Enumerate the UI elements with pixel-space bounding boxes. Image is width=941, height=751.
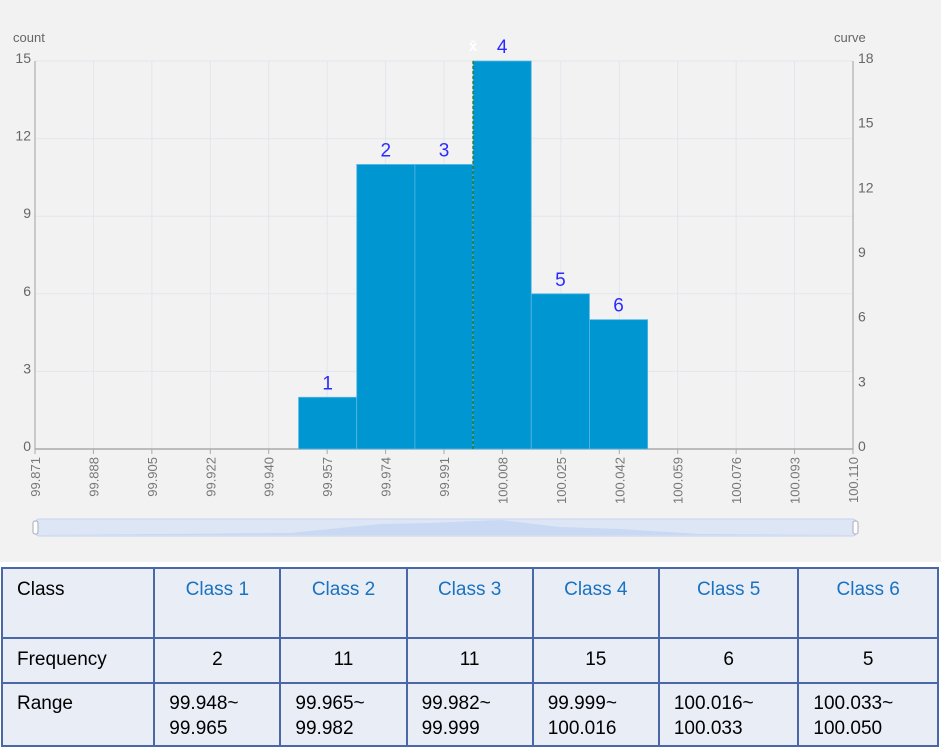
- class-3: Class 3: [405, 567, 534, 639]
- histogram-bar: [356, 164, 416, 450]
- x-tick-label: 100.093: [788, 457, 803, 504]
- header-class: Class: [0, 567, 156, 639]
- range-1-end: 99.965: [169, 718, 228, 739]
- range-4-start: 99.999~: [547, 693, 617, 714]
- x-tick-label: 99.871: [28, 457, 43, 497]
- y-axis-title: count: [13, 30, 45, 45]
- header-range: Range: [0, 682, 156, 747]
- histogram-chart: 0 3 6 9 12 15 0 3 6 9 12 15 18 count curve 99.871 99.888…: [0, 0, 941, 562]
- x-tick-label: 100.110: [846, 457, 861, 503]
- y2-tick-label: 0: [858, 438, 866, 454]
- data-zoom-handle-left[interactable]: [32, 520, 39, 535]
- bar-label: 4: [497, 37, 508, 58]
- range-3-start: 99.982~: [421, 693, 491, 714]
- x-tick-label: 100.025: [554, 457, 569, 504]
- y-tick-label: 6: [23, 283, 31, 299]
- range-6-end: 100.050: [813, 718, 883, 739]
- range-5-start: 100.016~: [673, 693, 754, 714]
- range-2: 99.965~ 99.982: [279, 682, 408, 747]
- range-4-end: 100.016: [547, 718, 617, 739]
- histogram-bar: [472, 60, 532, 450]
- class-1: Class 1: [153, 567, 282, 639]
- x-tick-label: 99.905: [145, 457, 160, 497]
- bar-label: 5: [555, 270, 566, 291]
- frequency-4: 15: [531, 637, 660, 684]
- bar-label: 1: [322, 373, 333, 394]
- class-2: Class 2: [279, 567, 408, 639]
- y2-tick-label: 18: [858, 50, 874, 66]
- frequency-5: 6: [657, 637, 800, 684]
- frequency-6: 5: [797, 637, 939, 684]
- frequency-1: 2: [153, 637, 282, 684]
- range-row: Range 99.948~ 99.965 99.965~ 99.982 99.982…: [0, 682, 939, 747]
- histogram-bar: [298, 396, 358, 450]
- y2-axis-title: curve: [834, 30, 866, 45]
- histogram-bar: [414, 164, 474, 450]
- x-tick-label: 99.888: [86, 457, 101, 497]
- header-frequency: Frequency: [0, 637, 156, 684]
- y-tick-label: 9: [23, 205, 31, 221]
- x-tick-label: 99.940: [262, 457, 277, 497]
- range-6-start: 100.033~: [813, 693, 894, 714]
- range-1: 99.948~ 99.965: [153, 682, 282, 747]
- frequency-3: 11: [405, 637, 534, 684]
- range-1-start: 99.948~: [169, 693, 239, 714]
- y-tick-label: 0: [23, 438, 31, 454]
- bar-label: 2: [381, 140, 392, 161]
- range-2-end: 99.982: [295, 718, 354, 739]
- x-tick-label: 100.076: [729, 457, 744, 504]
- x-tick-label: 100.042: [612, 457, 627, 504]
- class-5: Class 5: [657, 567, 800, 639]
- class-row: Class Class 1 Class 2 Class 3 Class 4 Cl…: [0, 567, 939, 639]
- bar-label: 6: [613, 296, 624, 317]
- range-5-end: 100.033: [673, 718, 743, 739]
- range-6: 100.033~ 100.050: [797, 682, 939, 747]
- range-4: 99.999~ 100.016: [531, 682, 660, 747]
- data-zoom-preview-area: [36, 520, 856, 535]
- y-tick-label: 12: [15, 128, 31, 144]
- class-table: Class Class 1 Class 2 Class 3 Class 4 Cl…: [0, 567, 939, 747]
- frequency-row: Frequency 2 11 11 15 6 5: [0, 637, 939, 684]
- x-tick-label: 100.008: [495, 457, 510, 504]
- y2-tick-label: 15: [858, 115, 874, 131]
- class-6: Class 6: [797, 567, 939, 639]
- x-tick-label: 100.059: [671, 457, 686, 504]
- y2-tick-label: 6: [858, 309, 866, 325]
- class-4: Class 4: [531, 567, 660, 639]
- y2-tick-label: 3: [858, 373, 866, 389]
- range-2-start: 99.965~: [295, 693, 365, 714]
- mean-marker-label: x̄: [469, 38, 478, 55]
- x-tick-label: 99.922: [203, 457, 218, 497]
- histogram-bar: [589, 319, 649, 450]
- x-tick-label: 99.991: [437, 457, 452, 497]
- range-3: 99.982~ 99.999: [405, 682, 534, 747]
- frequency-2: 11: [279, 637, 408, 684]
- range-3-end: 99.999: [421, 718, 480, 739]
- data-zoom-handle-right[interactable]: [852, 520, 859, 535]
- y-tick-label: 15: [15, 50, 31, 66]
- x-tick-label: 99.957: [320, 457, 335, 497]
- y2-tick-label: 12: [858, 179, 874, 195]
- y2-tick-label: 9: [858, 244, 866, 260]
- bar-label: 3: [439, 140, 450, 161]
- x-tick-label: 99.974: [379, 457, 394, 497]
- range-5: 100.016~ 100.033: [657, 682, 800, 747]
- histogram-bar: [530, 293, 590, 450]
- y-tick-label: 3: [23, 360, 31, 376]
